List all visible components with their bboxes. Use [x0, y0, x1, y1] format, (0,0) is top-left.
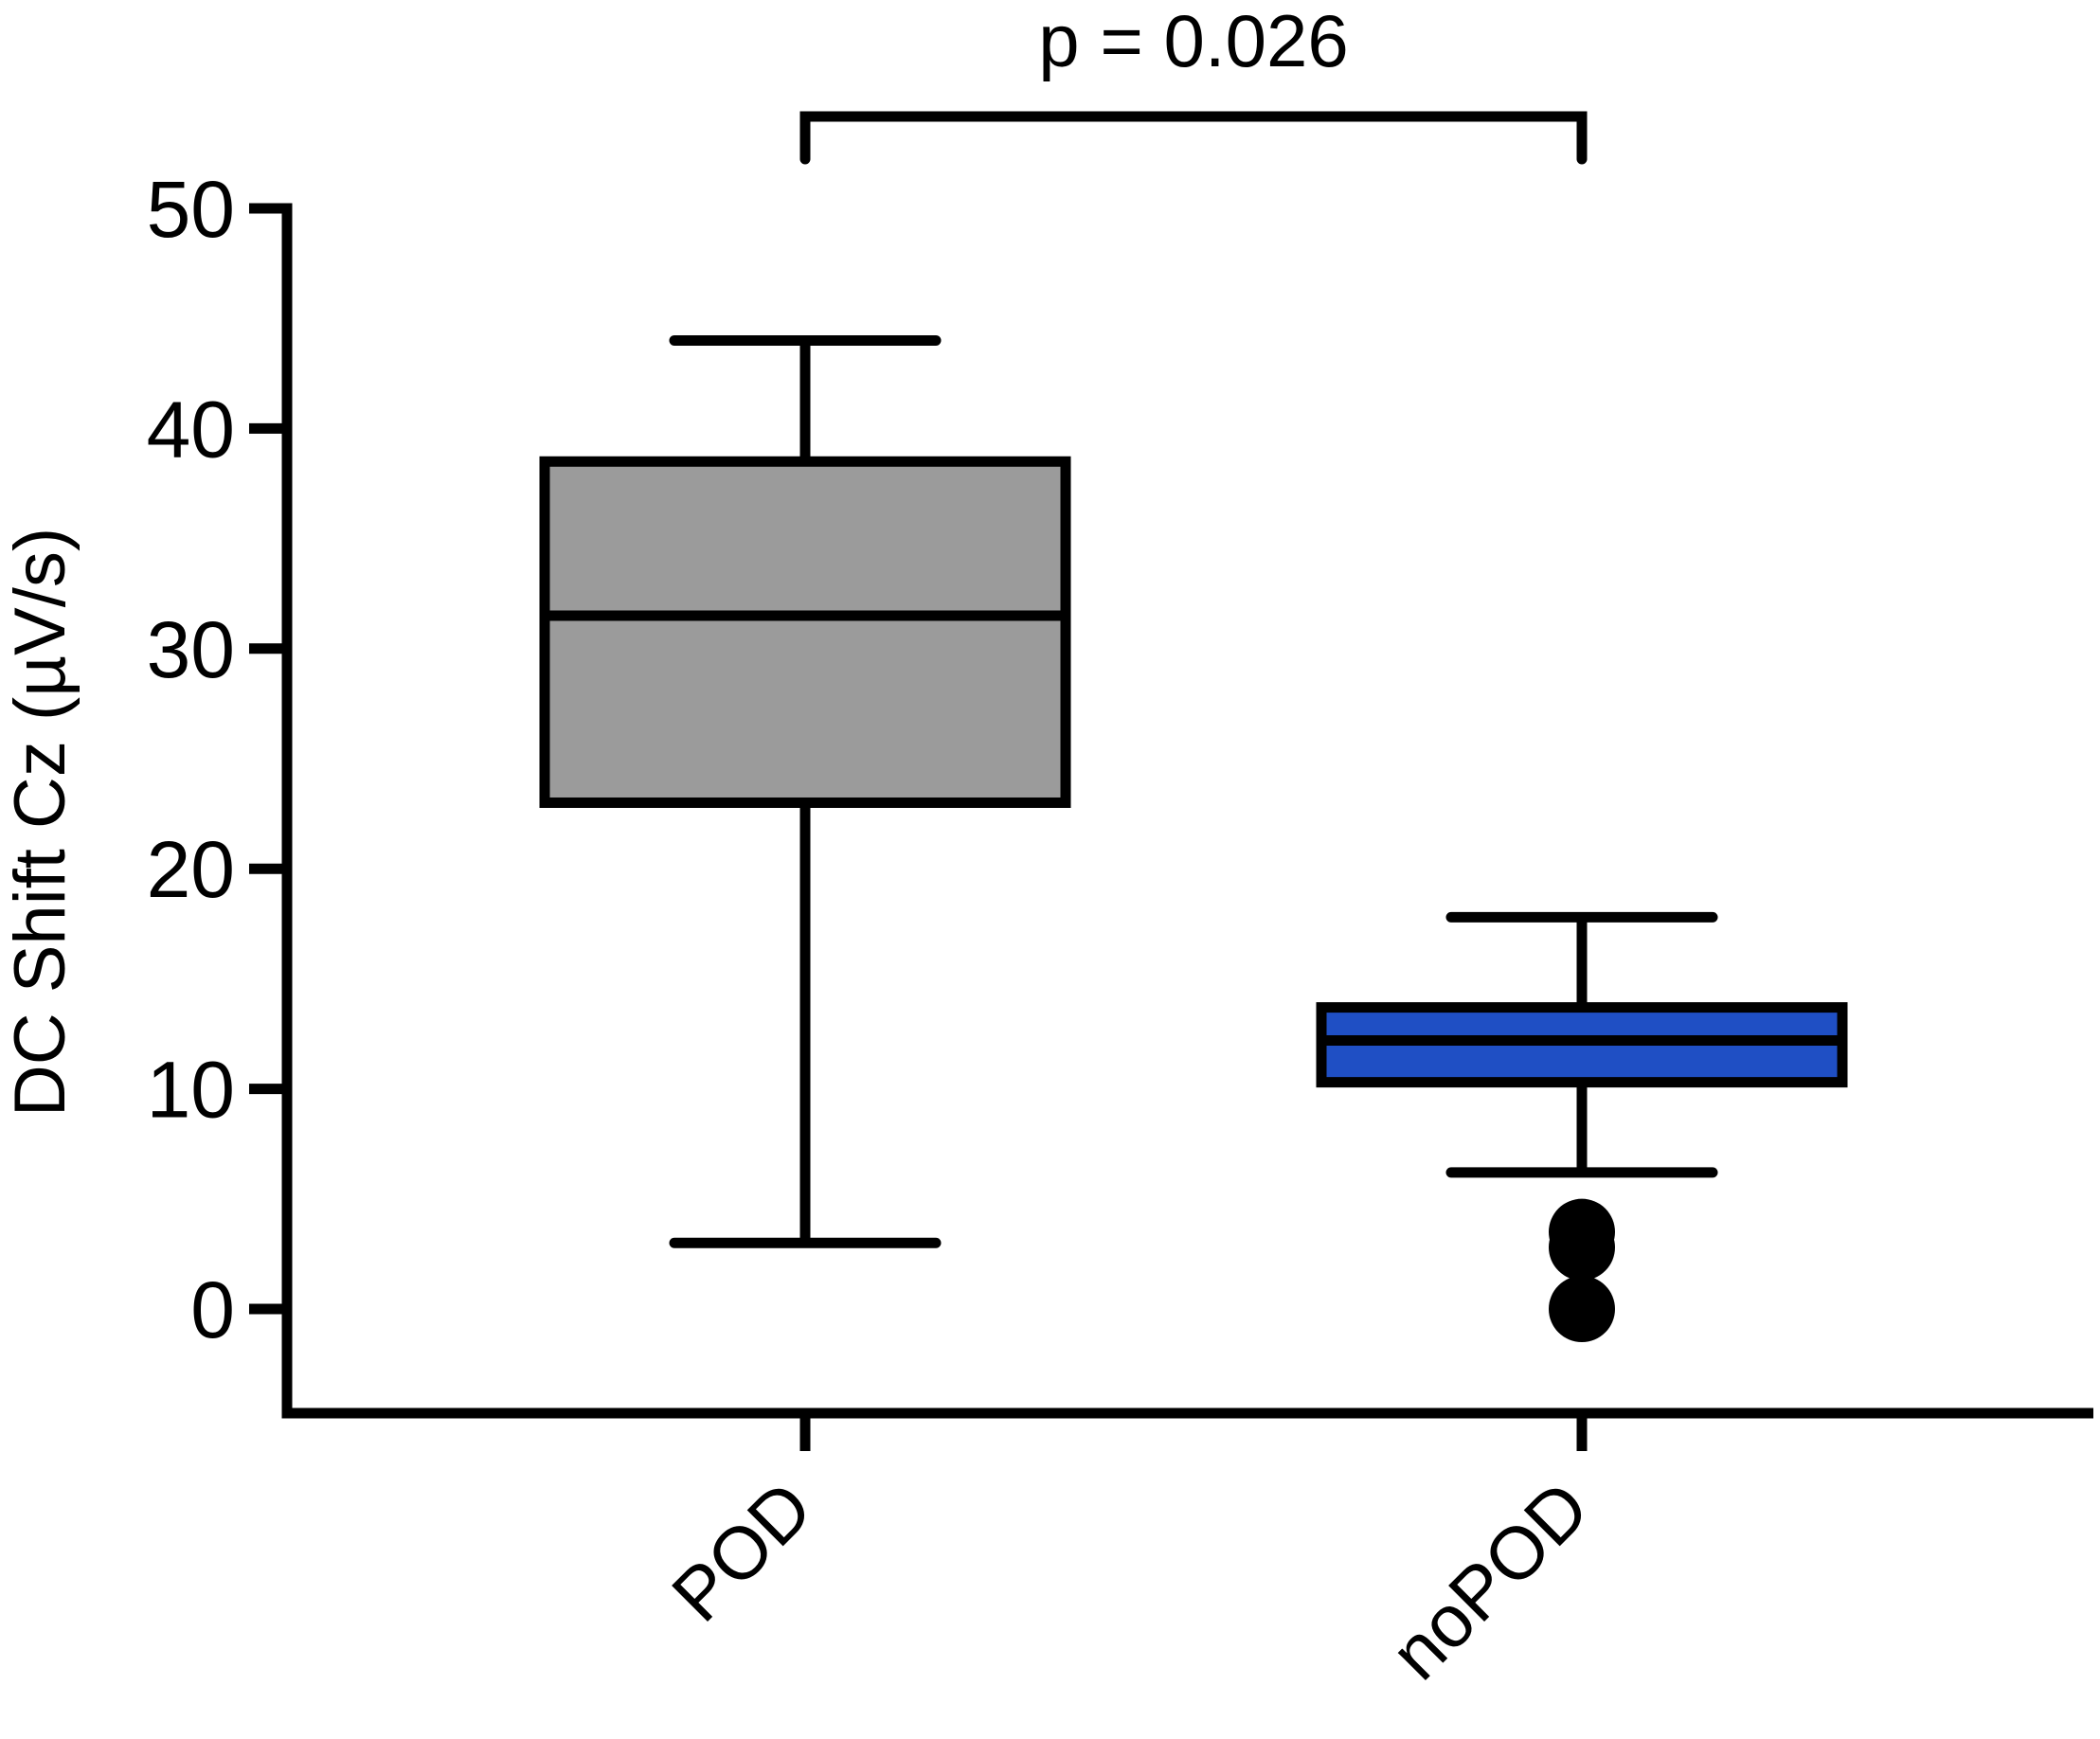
significance-bracket	[799, 111, 1588, 165]
box-pod	[539, 334, 1071, 1248]
p-value-label: p = 0.026	[1038, 0, 1348, 82]
outlier-point	[1549, 1276, 1615, 1342]
boxes	[539, 334, 1848, 1342]
x-category-label: noPOD	[1374, 1465, 1605, 1695]
y-tick-label: 30	[147, 605, 235, 694]
y-tick-label: 0	[190, 1265, 235, 1354]
box-nopod	[1316, 911, 1848, 1342]
axes	[249, 203, 2093, 1451]
significance-annotation: p = 0.026	[799, 0, 1588, 165]
y-axis-title: DC Shift Cz (µV/s)	[0, 528, 81, 1117]
outlier-point	[1549, 1213, 1615, 1281]
iqr-box	[539, 456, 1071, 808]
y-tick-label: 50	[147, 165, 235, 254]
y-tick-label: 10	[147, 1046, 235, 1135]
x-category-label: POD	[655, 1465, 828, 1638]
y-tick-label: 20	[147, 825, 235, 914]
y-tick-label: 40	[147, 385, 235, 474]
